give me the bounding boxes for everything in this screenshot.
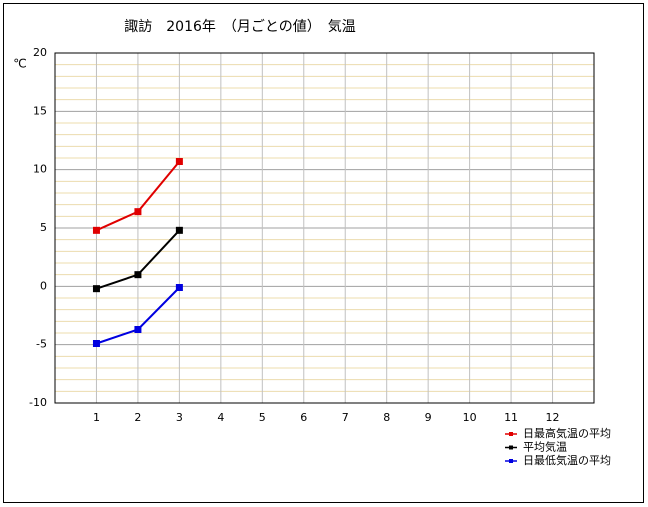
x-tick-label: 8 <box>383 411 390 424</box>
x-tick-label: 11 <box>504 411 518 424</box>
y-tick-label: 5 <box>40 221 47 234</box>
point <box>92 226 100 234</box>
y-tick-label: -5 <box>36 338 47 351</box>
x-tick-label: 12 <box>546 411 560 424</box>
point <box>134 208 142 216</box>
y-axis-label: ℃ <box>13 57 26 71</box>
legend-marker <box>509 432 513 436</box>
point <box>92 340 100 347</box>
point <box>175 226 183 234</box>
x-tick-label: 7 <box>342 411 349 424</box>
y-tick-label: 10 <box>33 163 47 176</box>
point <box>134 326 142 333</box>
legend-marker <box>509 459 513 463</box>
point <box>92 285 100 293</box>
y-tick-label: -10 <box>29 396 47 409</box>
y-tick-label: 20 <box>33 46 47 59</box>
legend-label: 日最低気温の平均 <box>523 453 611 467</box>
x-tick-label: 4 <box>217 411 224 424</box>
point <box>175 158 183 165</box>
x-tick-label: 1 <box>93 411 100 424</box>
x-tick-label: 10 <box>463 411 477 424</box>
legend-label: 日最高気温の平均 <box>523 426 611 440</box>
y-tick-label: 0 <box>40 279 47 292</box>
plot-border <box>54 52 595 404</box>
chart-title: 諏訪 2016年 （月ごとの値） 気温 <box>124 19 356 35</box>
point <box>134 271 142 279</box>
x-tick-label: 5 <box>259 411 266 424</box>
x-tick-label: 6 <box>300 411 307 424</box>
y-tick-label: 15 <box>33 104 47 117</box>
point <box>175 284 183 291</box>
x-tick-label: 9 <box>425 411 432 424</box>
legend-label: 平均気温 <box>523 440 567 454</box>
x-tick-label: 2 <box>134 411 141 424</box>
x-tick-label: 3 <box>176 411 183 424</box>
legend-marker <box>509 445 513 450</box>
